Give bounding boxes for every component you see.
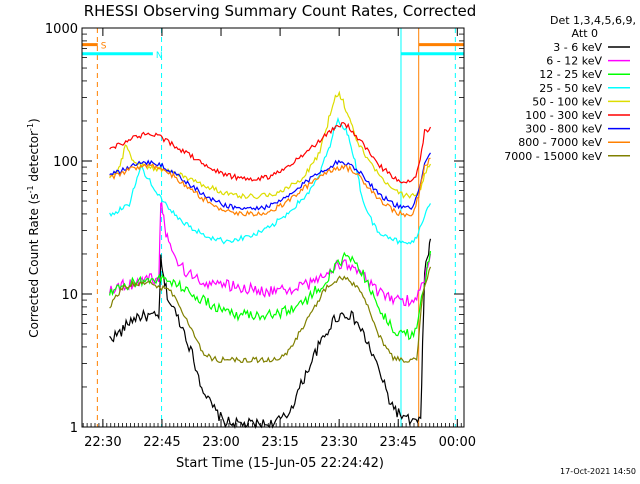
series-line-6 xyxy=(109,152,431,211)
y-axis: 1 10 100 1000 xyxy=(45,22,464,436)
x-axis: 22:30 22:45 23:00 23:15 23:30 23:45 00:00 xyxy=(82,28,476,450)
series-line-8 xyxy=(109,266,432,364)
legend-label-3: 25 - 50 keV xyxy=(539,82,602,95)
y-axis-label-part2: detector xyxy=(27,131,41,186)
legend-label-1: 6 - 12 keV xyxy=(546,55,602,68)
chart-title: RHESSI Observing Summary Count Rates, Co… xyxy=(84,2,477,20)
legend-label-2: 12 - 25 keV xyxy=(539,68,602,81)
x-tick-label-2: 23:00 xyxy=(202,435,239,450)
legend-label-0: 3 - 6 keV xyxy=(553,41,602,54)
series-line-2 xyxy=(109,251,432,341)
x-tick-label-6: 00:00 xyxy=(439,435,476,450)
x-tick-label-4: 23:30 xyxy=(320,435,357,450)
series-line-1 xyxy=(109,201,432,308)
annotations-layer: SN xyxy=(82,28,464,427)
annotation-label-5: S xyxy=(101,42,107,52)
legend-label-8: 7000 - 15000 keV xyxy=(504,150,602,163)
y-tick-label-2: 100 xyxy=(53,155,78,170)
x-tick-label-5: 23:45 xyxy=(379,435,416,450)
series-layer xyxy=(109,90,432,430)
legend-title: Det 1,3,4,5,6,9, xyxy=(550,14,636,27)
plot-frame xyxy=(81,27,465,428)
x-tick-label-3: 23:15 xyxy=(261,435,298,450)
x-axis-label: Start Time (15-Jun-05 22:24:42) xyxy=(176,456,384,471)
y-axis-label-part1: Corrected Count Rate (s xyxy=(27,193,41,337)
legend-label-4: 50 - 100 keV xyxy=(532,95,602,108)
series-line-3 xyxy=(109,116,432,245)
y-axis-label-sup1: -1 xyxy=(26,185,35,193)
y-axis-label-part3: ) xyxy=(27,118,41,123)
annotation-label-6: N xyxy=(156,51,163,61)
footer-timestamp: 17-Oct-2021 14:50 xyxy=(560,467,636,476)
legend-label-6: 300 - 800 keV xyxy=(525,123,602,136)
legend-label-5: 100 - 300 keV xyxy=(525,109,602,122)
y-tick-label-3: 1000 xyxy=(45,22,78,37)
y-tick-label-0: 1 xyxy=(70,421,78,436)
series-line-5 xyxy=(109,122,432,184)
x-tick-label-0: 22:30 xyxy=(84,435,121,450)
series-line-7 xyxy=(109,157,431,218)
legend-label-7: 800 - 7000 keV xyxy=(518,136,602,149)
y-axis-label: Corrected Count Rate (s-1 detector-1) xyxy=(26,118,41,337)
y-axis-label-sup2: -1 xyxy=(26,123,35,131)
y-tick-label-1: 10 xyxy=(61,288,78,303)
x-tick-label-1: 22:45 xyxy=(143,435,180,450)
legend-subtitle: Att 0 xyxy=(572,27,598,40)
